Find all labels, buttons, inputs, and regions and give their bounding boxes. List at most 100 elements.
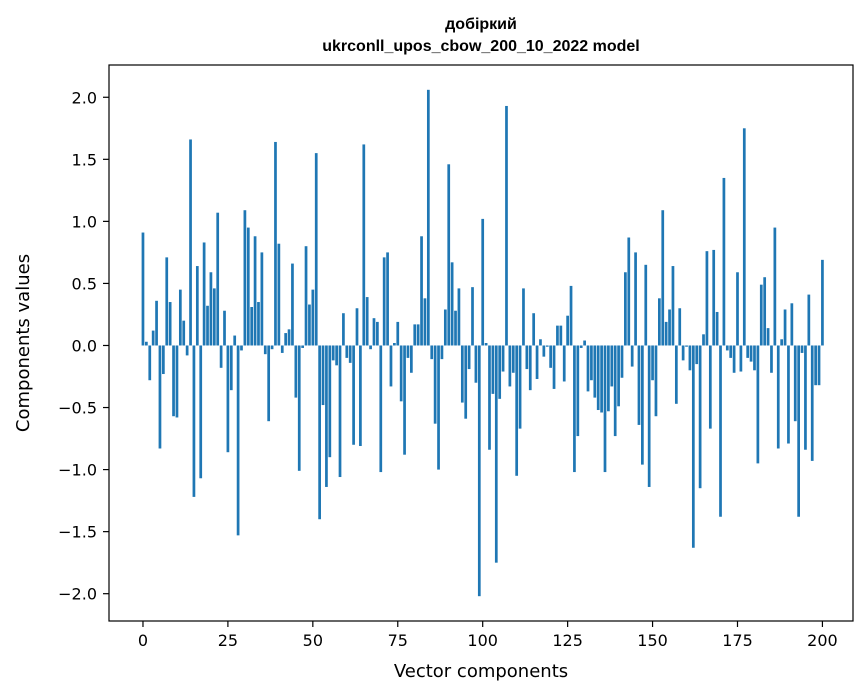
bar-6 <box>162 345 165 375</box>
bar-164 <box>698 345 702 489</box>
bar-63 <box>355 308 359 346</box>
bar-183 <box>763 277 767 346</box>
x-tick-label: 200 <box>807 631 838 650</box>
bar-190 <box>787 345 790 444</box>
bar-131 <box>586 345 590 392</box>
bar-195 <box>804 345 807 450</box>
y-tick-label: −2.0 <box>58 585 97 604</box>
bar-139 <box>613 345 617 437</box>
bar-129 <box>579 345 583 348</box>
bar-4 <box>155 300 158 346</box>
bar-87 <box>437 345 440 470</box>
bar-174 <box>732 345 736 373</box>
bar-126 <box>569 285 573 346</box>
bar-94 <box>460 345 464 403</box>
bar-57 <box>335 345 338 366</box>
bar-111 <box>518 345 522 429</box>
bar-11 <box>178 289 182 346</box>
bar-112 <box>522 288 525 346</box>
bar-80 <box>413 324 417 346</box>
bar-50 <box>311 289 315 346</box>
y-tick-label: −1.0 <box>58 461 97 480</box>
bar-10 <box>175 345 179 418</box>
chart-title-line2: ukrconll_upos_cbow_200_10_2022 model <box>322 38 639 55</box>
bar-5 <box>158 345 162 449</box>
bar-102 <box>488 345 491 450</box>
bar-75 <box>396 321 400 346</box>
bar-61 <box>348 345 352 363</box>
bar-152 <box>658 298 661 346</box>
bar-46 <box>297 345 301 471</box>
bar-37 <box>267 345 271 422</box>
x-axis-label: Vector components <box>394 661 568 682</box>
bar-160 <box>685 345 688 347</box>
bar-115 <box>532 313 536 346</box>
bar-47 <box>301 345 304 348</box>
bar-7 <box>165 257 169 346</box>
bar-99 <box>477 345 481 597</box>
bar-147 <box>641 345 644 465</box>
bar-123 <box>559 325 563 346</box>
bar-140 <box>617 345 620 407</box>
bar-104 <box>494 345 498 563</box>
bar-124 <box>562 345 566 382</box>
bar-52 <box>318 345 321 520</box>
bar-142 <box>624 272 627 346</box>
bar-176 <box>739 345 743 372</box>
x-tick-label: 175 <box>722 631 753 650</box>
bar-17 <box>199 345 203 479</box>
bar-34 <box>257 302 260 346</box>
bar-20 <box>209 272 213 346</box>
bar-90 <box>447 164 451 346</box>
bar-82 <box>420 236 423 346</box>
bar-51 <box>314 153 318 346</box>
bar-148 <box>644 264 648 346</box>
bar-18 <box>202 242 206 346</box>
bar-98 <box>474 345 478 383</box>
bar-97 <box>471 287 474 346</box>
bar-106 <box>501 345 505 372</box>
bar-178 <box>746 345 750 358</box>
bar-194 <box>800 345 804 353</box>
bar-1 <box>145 341 148 346</box>
bar-173 <box>729 345 733 358</box>
bar-25 <box>226 345 230 453</box>
bar-134 <box>596 345 600 411</box>
bar-28 <box>236 345 240 536</box>
bar-93 <box>457 288 461 346</box>
bar-16 <box>195 266 199 346</box>
bar-49 <box>308 304 311 346</box>
bar-41 <box>280 345 284 353</box>
y-tick-label: 0.5 <box>72 274 97 293</box>
bar-107 <box>505 105 508 346</box>
bar-21 <box>212 288 216 346</box>
bar-32 <box>250 307 254 346</box>
bar-55 <box>328 345 332 458</box>
x-tick-label: 150 <box>637 631 668 650</box>
y-tick-label: 2.0 <box>72 88 97 107</box>
bar-66 <box>365 297 369 346</box>
bar-24 <box>223 310 226 346</box>
bar-85 <box>430 345 434 360</box>
bar-180 <box>753 345 756 371</box>
bar-70 <box>379 345 383 473</box>
bar-165 <box>702 334 705 346</box>
bar-199 <box>817 345 821 386</box>
bar-118 <box>542 345 546 357</box>
bar-22 <box>216 212 220 346</box>
bar-71 <box>382 257 386 346</box>
bar-33 <box>253 236 257 346</box>
bar-39 <box>274 141 277 346</box>
bar-166 <box>705 251 709 346</box>
bar-163 <box>695 345 699 365</box>
bar-44 <box>291 263 294 346</box>
bar-8 <box>168 302 172 346</box>
bar-137 <box>607 345 610 412</box>
bar-184 <box>766 328 770 346</box>
bar-177 <box>742 128 746 346</box>
bar-119 <box>545 345 549 347</box>
bar-84 <box>426 89 430 346</box>
bar-193 <box>797 345 800 517</box>
x-axis-ticks: 0 25 50 75 100 125 150 175 200 <box>138 621 838 650</box>
